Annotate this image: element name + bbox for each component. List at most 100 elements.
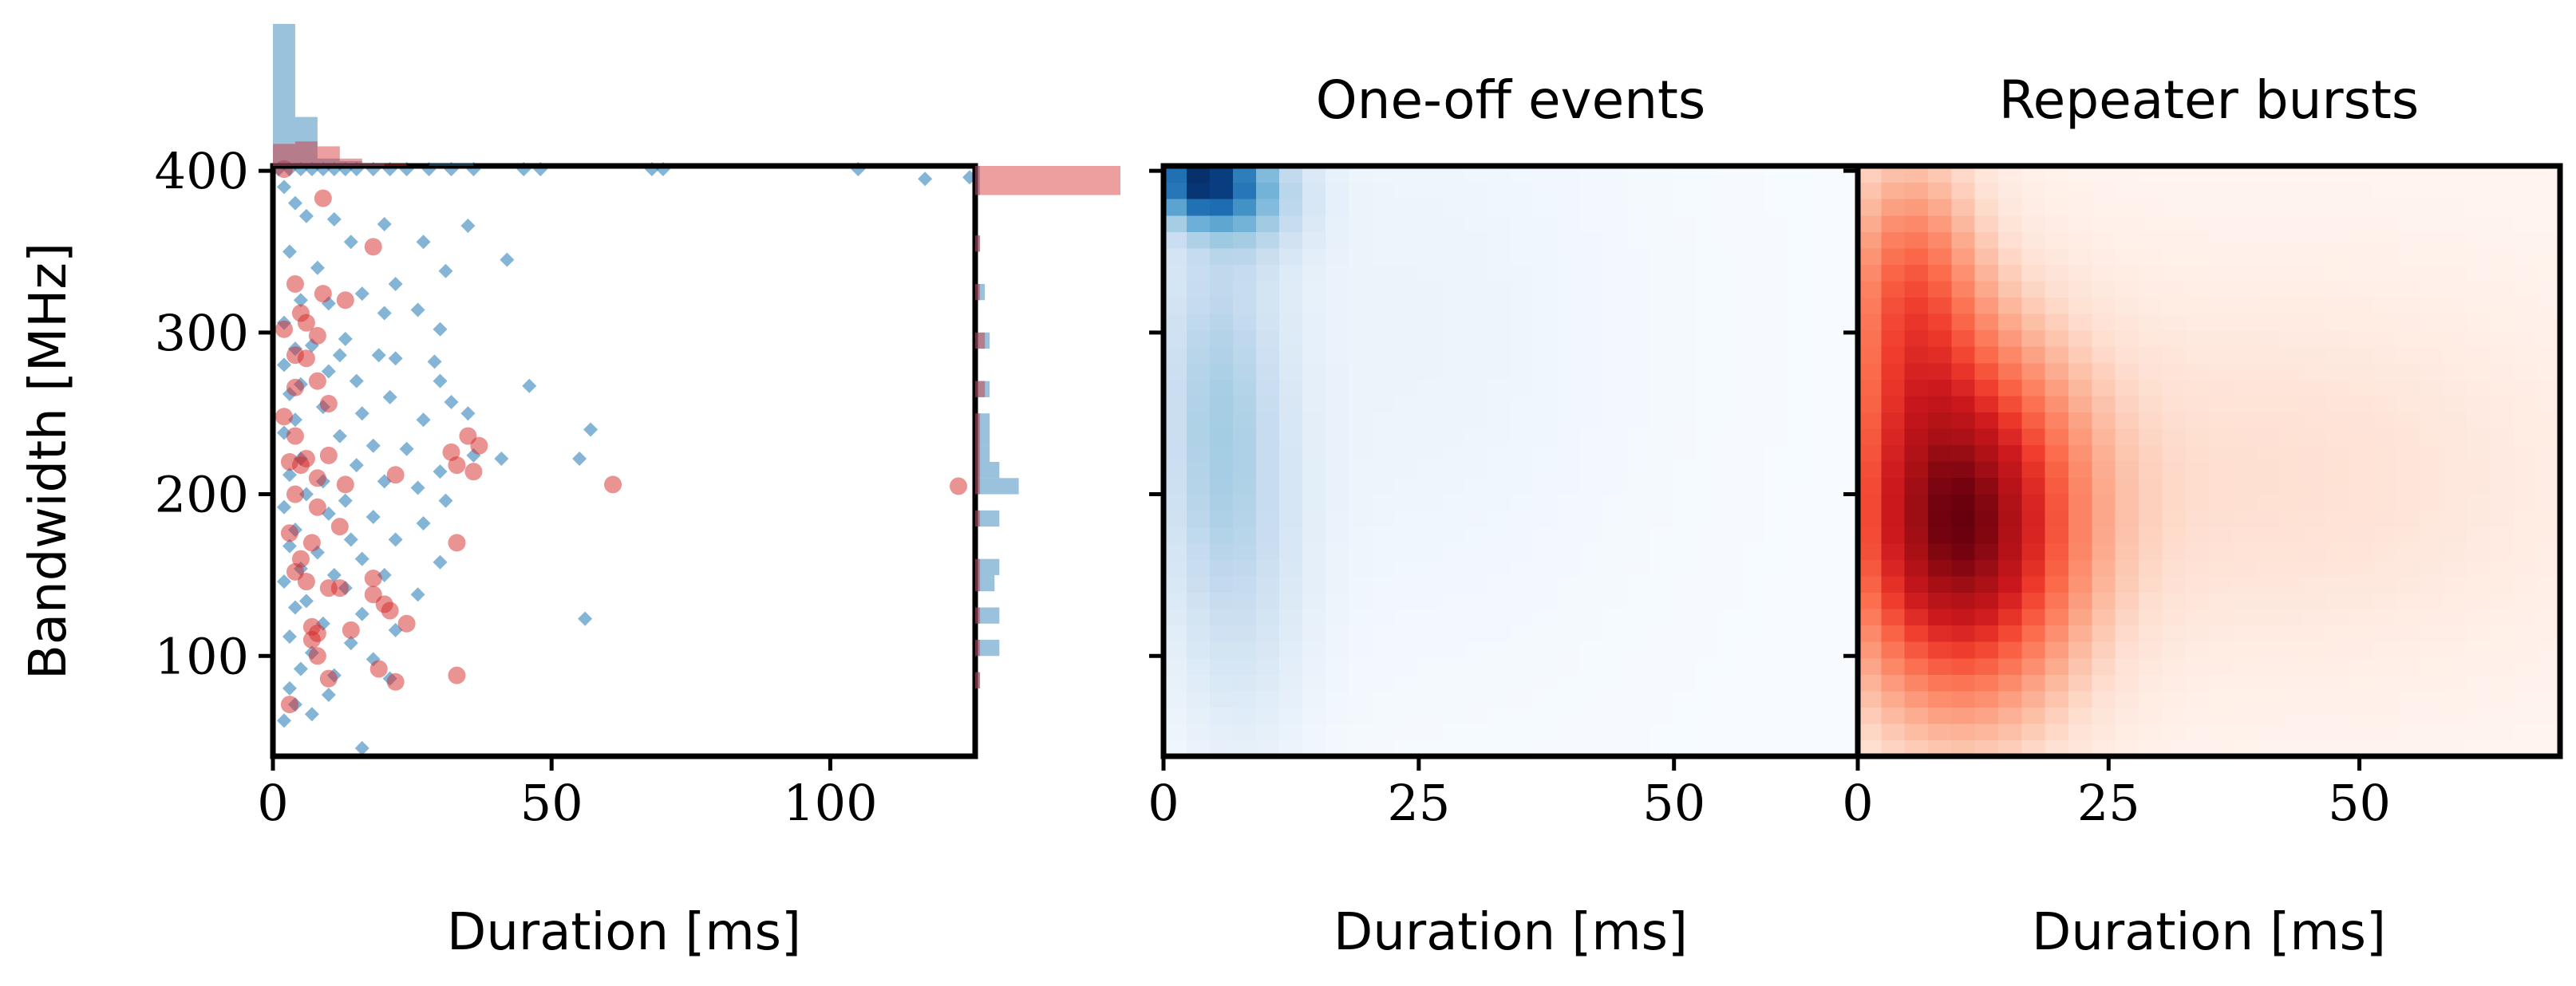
- heatmap-cell: [1580, 510, 1604, 527]
- heatmap-cell: [2068, 609, 2092, 626]
- heatmap-cell: [1765, 428, 1789, 446]
- heatmap-cell: [1835, 182, 1859, 199]
- heatmap-cell: [1765, 199, 1789, 216]
- heatmap-cell: [1881, 199, 1906, 216]
- heatmap-cell: [2209, 428, 2233, 446]
- heatmap-cell: [2513, 199, 2538, 216]
- heatmap-cell: [1673, 362, 1697, 380]
- one-off-point: [321, 687, 336, 702]
- heatmap-cell: [1464, 740, 1488, 757]
- heatmap-cell: [2466, 297, 2491, 314]
- heatmap-cell: [1974, 542, 1999, 560]
- one-off-point: [578, 611, 593, 626]
- heatmap-cell: [1742, 264, 1766, 282]
- heatmap-cell: [2490, 559, 2514, 577]
- heatmap-cell: [1464, 444, 1488, 462]
- heatmap-cell: [1603, 280, 1627, 298]
- heatmap-cell: [1557, 314, 1581, 331]
- heatmap-cell: [2325, 690, 2350, 708]
- heatmap-cell: [2466, 314, 2491, 331]
- heatmap-cell: [1742, 444, 1766, 462]
- one-off-point: [388, 351, 403, 366]
- heatmap-cell: [1974, 329, 1999, 347]
- heatmap-cell: [1534, 395, 1558, 412]
- heatmap-cell: [1279, 723, 1303, 741]
- heatmap-cell: [1210, 280, 1234, 298]
- heatmap-cell: [2396, 592, 2420, 609]
- heatmap-cell: [1928, 182, 1952, 199]
- heatmap-cell: [1488, 428, 1511, 446]
- heatmap-cell: [1557, 362, 1581, 380]
- heatmap-cell: [2209, 723, 2233, 741]
- heatmap-cell: [2092, 428, 2116, 446]
- heatmap-cell: [1233, 412, 1257, 429]
- heatmap-cell: [2513, 542, 2538, 560]
- one-off-point: [310, 260, 325, 275]
- heatmap-cell: [2139, 740, 2163, 757]
- heatmap-cell: [2420, 510, 2444, 527]
- heatmap-cell: [1811, 199, 1835, 216]
- heatmap-cell: [2115, 609, 2139, 626]
- one-off-point: [282, 680, 297, 696]
- one-off-point: [276, 179, 291, 195]
- heatmap-cell: [1765, 444, 1789, 462]
- heatmap-cell: [1464, 674, 1488, 692]
- heatmap-cell: [1164, 690, 1187, 708]
- heatmap-cell: [2279, 395, 2303, 412]
- heatmap-cell: [1951, 247, 1976, 265]
- heatmap-cell: [2536, 494, 2561, 511]
- heatmap-cell: [1349, 723, 1373, 741]
- heatmap-cell: [2536, 542, 2561, 560]
- heatmap-cell: [2232, 542, 2257, 560]
- heatmap-cell: [1164, 395, 1187, 412]
- heatmap-cell: [2115, 182, 2139, 199]
- heatmap-cell: [1349, 592, 1373, 609]
- heatmap-cell: [2115, 575, 2139, 594]
- heatmap-cell: [1673, 690, 1697, 708]
- heatmap-cell: [1904, 575, 1929, 594]
- heatmap-cell: [1650, 477, 1673, 495]
- heatmap-cell: [1534, 592, 1558, 609]
- heatmap-cell: [1904, 247, 1929, 265]
- heatmap-cell: [1673, 166, 1697, 183]
- heatmap-cell: [1210, 428, 1234, 446]
- heatmap-cell: [2443, 575, 2467, 594]
- heatmap-cell: [2466, 527, 2491, 544]
- scatter-frame: [270, 163, 978, 759]
- heatmap-cell: [1395, 264, 1419, 282]
- heatmap-cell: [2325, 444, 2350, 462]
- heatmap-cell: [2396, 542, 2420, 560]
- heatmap-cell: [1187, 231, 1211, 249]
- heatmap-cell: [2349, 477, 2373, 495]
- heatmap-cell: [1696, 264, 1720, 282]
- heatmap-cell: [2115, 362, 2139, 380]
- repeater-point: [364, 238, 382, 256]
- heatmap-cell: [1187, 461, 1211, 479]
- heatmap-cell: [1696, 362, 1720, 380]
- heatmap-cell: [2279, 674, 2303, 692]
- heatmap-cell: [1279, 297, 1303, 314]
- heatmap-cell: [2092, 444, 2116, 462]
- heatmap-cell: [1511, 542, 1535, 560]
- heatmap-cell: [1765, 231, 1789, 249]
- heatmap-cell: [2513, 723, 2538, 741]
- heatmap-cell: [1881, 674, 1906, 692]
- heatmap-cell: [2209, 199, 2233, 216]
- heatmap-cell: [1511, 510, 1535, 527]
- heatmap-cell: [2513, 609, 2538, 626]
- heatmap-cell: [2279, 182, 2303, 199]
- heatmap-cell: [1998, 609, 2022, 626]
- heatmap-cell: [1811, 297, 1835, 314]
- heatmap-cell: [1418, 707, 1442, 724]
- one-off-point: [416, 412, 431, 428]
- heatmap-cell: [1765, 559, 1789, 577]
- heatmap-cell: [1464, 199, 1488, 216]
- heatmap-cell: [1256, 723, 1280, 741]
- heatmap-cell: [1881, 690, 1906, 708]
- heatmap-cell: [1626, 362, 1650, 380]
- heatmap-cell: [1326, 707, 1349, 724]
- heatmap-cell: [1951, 346, 1976, 364]
- heatmap-cell: [1534, 362, 1558, 380]
- heatmap-cell: [1719, 690, 1743, 708]
- heatmap-cell: [1719, 412, 1743, 429]
